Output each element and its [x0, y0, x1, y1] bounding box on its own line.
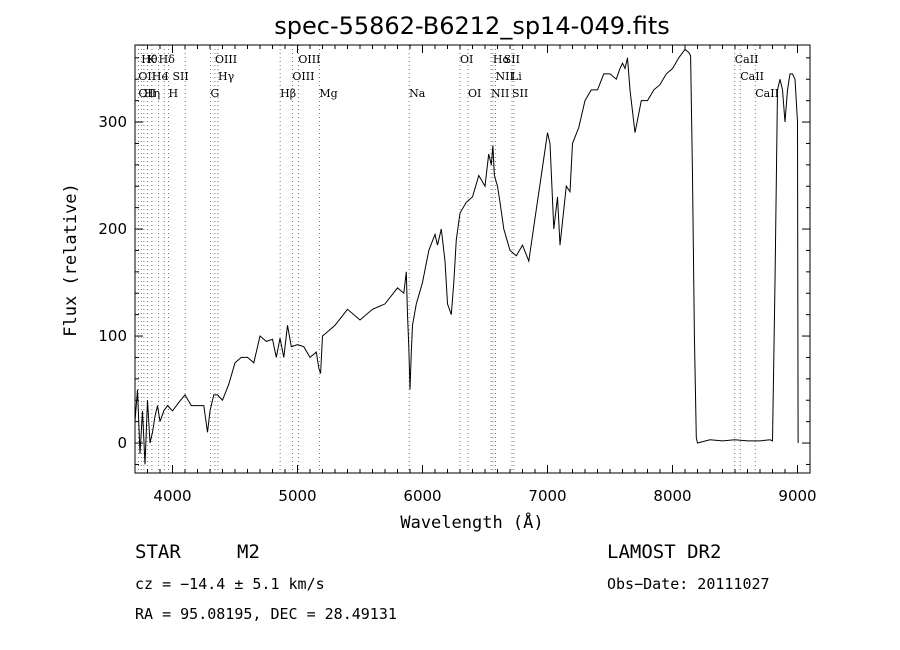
x-tick-label: 7000 — [528, 487, 566, 505]
observation-date: Obs−Date: 20111027 — [607, 575, 770, 593]
line-label: Na — [409, 87, 426, 100]
y-axis-label: Flux (relative) — [61, 183, 81, 337]
line-label: SII — [173, 70, 189, 83]
redshift-cz: cz = −14.4 ± 5.1 km/s — [135, 575, 325, 593]
line-label: CaII — [755, 87, 779, 100]
line-label: Hη — [144, 87, 160, 100]
line-label: Hθ — [141, 53, 158, 66]
line-label: OI — [468, 87, 481, 100]
line-label: NII — [491, 87, 509, 100]
line-label: NII — [496, 70, 514, 83]
object-subclass: M2 — [237, 541, 260, 563]
plot-frame — [134, 44, 811, 474]
line-label: OII — [138, 87, 156, 100]
coordinates: RA = 95.08195, DEC = 28.49131 — [135, 605, 397, 623]
line-label: G — [211, 87, 220, 100]
emission-line-markers — [137, 45, 756, 473]
object-class: STAR — [135, 541, 181, 563]
x-tick-label: 8000 — [653, 487, 691, 505]
line-label: OII — [138, 70, 156, 83]
survey-name: LAMOST DR2 — [607, 541, 722, 563]
line-label: Hβ — [280, 87, 296, 100]
line-label: OI — [460, 53, 473, 66]
x-axis-label: Wavelength (Å) — [400, 511, 543, 533]
line-label: Hα — [493, 53, 511, 66]
line-label: Mg — [319, 87, 337, 100]
line-label: I — [164, 70, 168, 83]
line-label: CaII — [740, 70, 764, 83]
line-label: Hγ — [218, 70, 235, 83]
line-label: OIII — [215, 53, 237, 66]
spectrum-line — [134, 48, 799, 465]
line-label: K — [147, 53, 156, 66]
line-label: H — [169, 87, 179, 100]
y-tick-label: 200 — [98, 220, 127, 238]
line-label: CaII — [735, 53, 759, 66]
plot-border — [134, 44, 811, 474]
x-tick-label: 6000 — [403, 487, 441, 505]
chart-title: spec-55862-B6212_sp14-049.fits — [274, 12, 669, 40]
line-label: OIII — [292, 70, 314, 83]
x-axis-ticks: 4000 5000 6000 7000 8000 9000 — [147, 45, 817, 505]
y-tick-label: 100 — [98, 327, 127, 345]
x-tick-label: 5000 — [278, 487, 316, 505]
y-tick-label: 0 — [117, 434, 127, 452]
line-label: SII — [512, 87, 528, 100]
x-tick-label: 9000 — [778, 487, 816, 505]
line-label: He — [152, 70, 168, 83]
line-label: OIII — [298, 53, 320, 66]
line-label: Hδ — [159, 53, 176, 66]
line-label: SII — [504, 53, 520, 66]
x-tick-label: 4000 — [153, 487, 191, 505]
line-label: Li — [511, 70, 522, 83]
y-tick-label: 300 — [98, 113, 127, 131]
y-axis-ticks: 0 100 200 300 — [98, 57, 810, 465]
